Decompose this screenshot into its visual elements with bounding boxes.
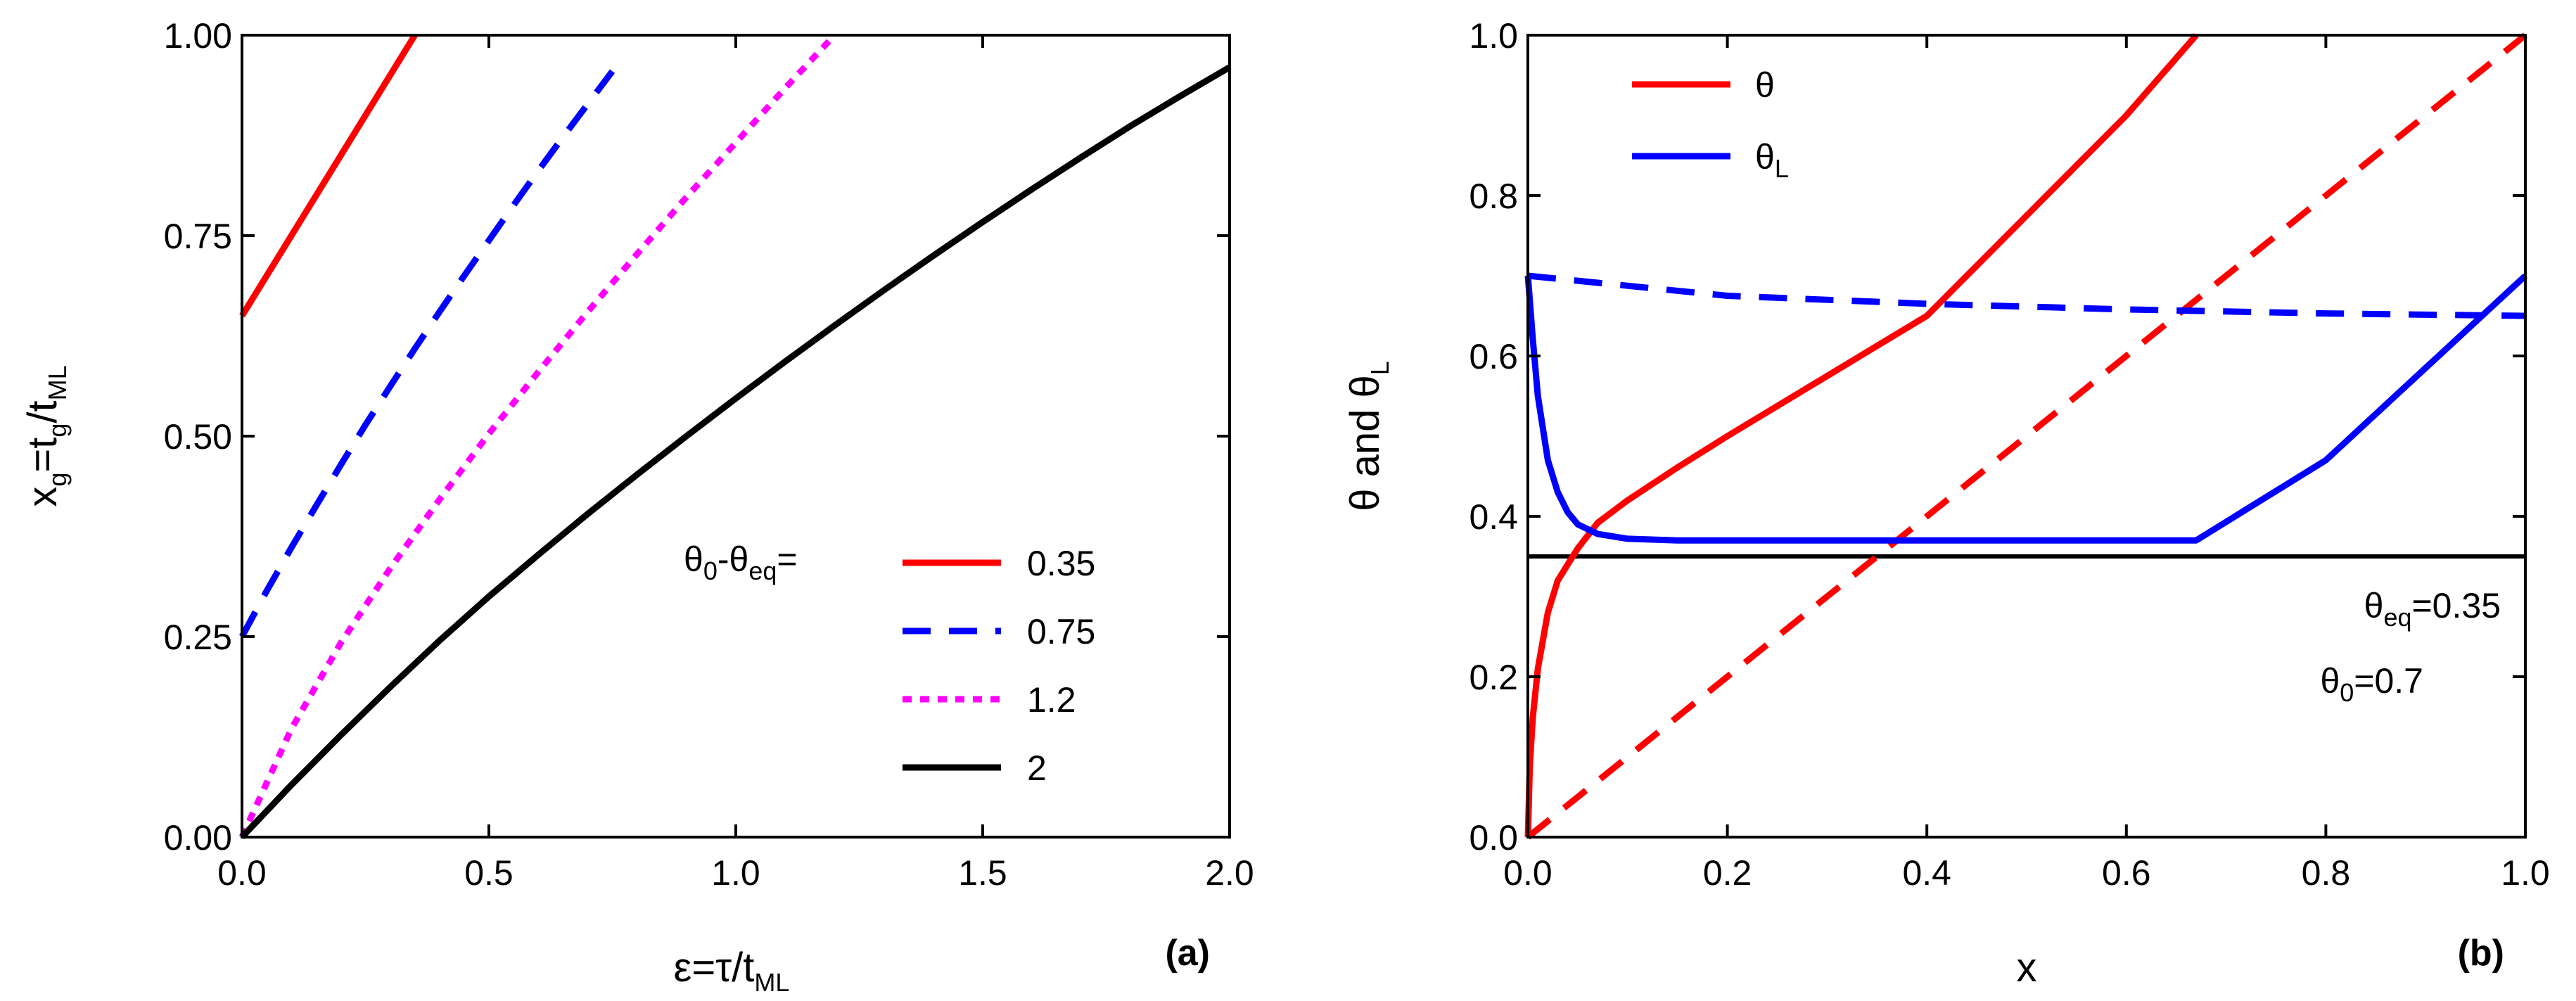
legend-label-1: 0.75: [1027, 612, 1095, 651]
panel-b-ticks: 0.0 0.2 0.4 0.6 0.8 1.0 0.0 0.2 0.4 0.6 0.8 1.0: [1469, 16, 2549, 893]
series-line-0-3: [239, 64, 1232, 840]
y-tick-label: 0.25: [164, 618, 232, 657]
x-tick-label: 0.0: [1503, 853, 1552, 893]
y-tick-label: 0.6: [1469, 337, 1518, 376]
x-tick-label: 0.0: [217, 853, 267, 893]
x-tick-label: 0.8: [2302, 853, 2351, 893]
panel-a: 0.0 0.5 1.0 1.5 2.0 0.00 0.25 0.50 0.75 1.00 xg=t…: [20, 16, 1254, 997]
x-tick-label: 0.6: [2102, 853, 2151, 893]
series-line-1-3: [1527, 272, 2526, 319]
panel-b-frame: [1526, 34, 2527, 839]
y-tick-label: 0.75: [164, 217, 232, 256]
series-line-1-1: [1526, 32, 2527, 840]
panel-a-label: (a): [1165, 933, 1210, 974]
legend-title: θ0-θeq=: [684, 540, 798, 585]
series-line-0-2: [238, 32, 837, 839]
panel-a-legend: θ0-θeq= 0.35 0.75 1.2 2: [684, 540, 1095, 788]
panel-a-ticks: 0.0 0.5 1.0 1.5 2.0 0.00 0.25 0.50 0.75 1.00: [164, 16, 1254, 893]
y-tick-label: 0.50: [164, 417, 232, 457]
series-line-0-1: [239, 69, 616, 639]
y-tick-label: 1.00: [164, 16, 232, 56]
panel-b: 0.0 0.2 0.4 0.6 0.8 1.0 0.0 0.2 0.4 0.6 0.8 1.0 θ a…: [1342, 16, 2550, 990]
panel-b-ylabel: θ and θL: [1342, 361, 1394, 511]
annotation-theta-0: θ0=0.7: [2320, 661, 2423, 707]
y-tick-label: 0.0: [1469, 818, 1518, 857]
x-tick-label: 0.2: [1703, 853, 1752, 893]
panel-b-label: (b): [2458, 933, 2504, 974]
legend-label-3: 2: [1027, 748, 1047, 788]
legend-entries: 0.35 0.75 1.2 2: [903, 544, 1095, 788]
panel-b-xlabel: x: [2017, 945, 2037, 990]
series-line-0-0: [239, 33, 418, 318]
legend-label-theta: θ: [1755, 65, 1775, 105]
y-tick-label: 0.2: [1469, 658, 1518, 697]
panel-a-ylabel: xg=tg/tML: [20, 365, 72, 506]
panel-b-series: [1524, 32, 2528, 840]
x-tick-label: 2.0: [1205, 853, 1254, 893]
legend-label-0: 0.35: [1027, 544, 1095, 583]
x-tick-label: 0.4: [1902, 853, 1951, 893]
series-line-1-0: [1524, 33, 2199, 838]
x-tick-label: 0.5: [464, 853, 514, 893]
y-tick-label: 0.4: [1469, 497, 1518, 537]
legend-label-thetaL: θL: [1755, 137, 1789, 183]
panel-a-xlabel: ε=τ/tML: [674, 945, 790, 997]
panel-b-legend: θ θL: [1632, 65, 1789, 183]
x-tick-label: 1.5: [958, 853, 1007, 893]
y-tick-label: 0.00: [164, 818, 232, 857]
x-tick-label: 1.0: [711, 853, 760, 893]
panel-a-series: [238, 32, 1232, 840]
y-tick-label: 0.8: [1469, 177, 1518, 216]
legend-label-2: 1.2: [1027, 680, 1076, 720]
y-tick-label: 1.0: [1469, 16, 1518, 56]
series-line-1-2: [1524, 273, 2528, 544]
annotation-theta-eq: θeq=0.35: [2364, 586, 2501, 632]
x-tick-label: 1.0: [2501, 853, 2550, 893]
